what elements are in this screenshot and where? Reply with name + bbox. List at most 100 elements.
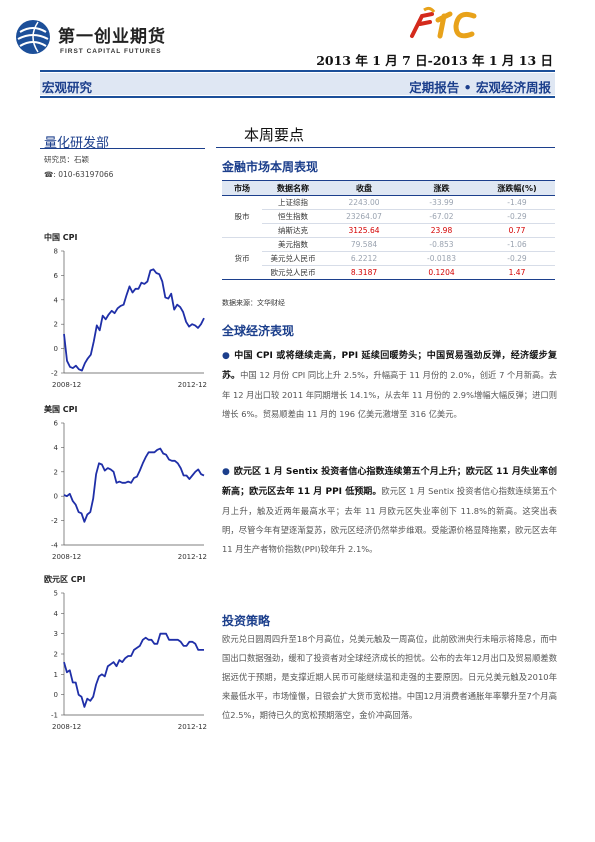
y-tick-label: 6 <box>54 272 59 280</box>
col-close: 收盘 <box>324 180 404 196</box>
eurozone-cpi-title: 欧元区 CPI <box>44 575 86 584</box>
x-tick-label: 2012-12 <box>178 381 207 389</box>
company-logo: 第一创业期货 FIRST CAPITAL FUTURES <box>14 18 184 62</box>
col-name: 数据名称 <box>262 180 324 196</box>
x-tick-label: 2008-12 <box>52 723 81 731</box>
index-name-cell: 上证综指 <box>262 195 324 210</box>
y-tick-label: 2 <box>54 651 58 659</box>
change-pct-cell: 0.77 <box>479 223 555 238</box>
change-cell: -0.0183 <box>404 251 479 266</box>
table-row: 纳斯达克 3125.64 23.98 0.77 <box>222 223 555 238</box>
section-label: 宏观研究 <box>42 80 93 95</box>
y-tick-label: -4 <box>51 542 59 550</box>
change-pct-cell: -1.49 <box>479 195 555 210</box>
change-cell: 0.1204 <box>404 265 479 280</box>
table-row: 股市 上证综指 2243.00 -33.99 -1.49 <box>222 195 555 238</box>
y-tick-label: 5 <box>54 590 58 598</box>
market-group-cell: 股市 <box>222 195 262 238</box>
sidebar-divider <box>40 148 205 149</box>
bullet-icon: ● <box>222 467 230 477</box>
change-cell: 23.98 <box>404 223 479 238</box>
y-tick-label: 4 <box>54 444 59 452</box>
eurozone-cpi-svg: 5 4 3 2 1 0 -1 2008-12 2012-12 <box>51 590 207 732</box>
china-cpi-title: 中国 CPI <box>44 233 78 242</box>
y-tick-label: 6 <box>54 420 59 428</box>
y-tick-label: -2 <box>51 517 58 525</box>
x-tick-label: 2008-12 <box>52 381 81 389</box>
department-name: 量化研发部 <box>44 136 110 151</box>
us-cpi-chart: 6 4 2 0 -2 -4 2008-12 2012-12 <box>44 417 209 567</box>
eurozone-cpi-chart: 5 4 3 2 1 0 -1 2008-12 2012-12 <box>44 587 209 737</box>
table-row: 美元兑人民币 6.2212 -0.0183 -0.29 <box>222 251 555 266</box>
change-cell: -0.853 <box>404 237 479 252</box>
report-type-label: 定期报告 • 宏观经济周报 <box>409 80 551 95</box>
y-tick-label: 4 <box>54 610 59 618</box>
index-name-cell: 恒生指数 <box>262 209 324 224</box>
table-row: 恒生指数 23264.07 -67.02 -0.29 <box>222 209 555 224</box>
y-tick-label: 4 <box>54 296 59 304</box>
y-tick-label: 8 <box>54 248 58 256</box>
logo-name-en: FIRST CAPITAL FUTURES <box>60 48 162 55</box>
eurozone-summary: ● 欧元区 1 月 Sentix 投资者信心指数连续第五个月上升；欧元区 11 月… <box>222 462 557 559</box>
contact-phone: ☎: 010-63197066 <box>44 170 114 179</box>
header-divider <box>40 70 555 72</box>
col-change: 涨跌 <box>404 180 479 196</box>
china-body: 中国 12 月份 CPI 同比上升 2.5%，升幅高于 11 月份的 2.0%，… <box>222 370 557 419</box>
close-cell: 79.584 <box>324 237 404 252</box>
china-summary: ● 中国 CPI 或将继续走高，PPI 延续回暖势头；中国贸易强劲反弹，经济缓步复… <box>222 346 557 424</box>
index-name-cell: 欧元兑人民币 <box>262 265 324 280</box>
close-cell: 2243.00 <box>324 195 404 210</box>
change-pct-cell: -0.29 <box>479 209 555 224</box>
strategy-text: 欧元兑日圆周四升至18个月高位，兑美元触及一周高位，此前欧洲央行未暗示将降息，而… <box>222 634 557 720</box>
page-title: 本周要点 <box>244 126 305 144</box>
band-divider <box>40 96 555 98</box>
title-divider <box>216 147 555 148</box>
eurozone-body: 欧元区 1 月 Sentix 投资者信心指数连续第五个月上升，触及近两年最高水平… <box>222 486 557 554</box>
y-tick-label: -2 <box>51 370 58 378</box>
section-band <box>40 73 555 95</box>
y-tick-label: 0 <box>54 493 58 501</box>
change-pct-cell: 1.47 <box>479 265 555 280</box>
global-section-title: 全球经济表现 <box>222 324 295 338</box>
us-cpi-title: 美国 CPI <box>44 405 78 414</box>
china-headline: 中国 CPI 或将继续走高，PPI 延续回暖势头；中国贸易强劲反弹，经济缓步复苏… <box>222 351 557 381</box>
x-tick-label: 2012-12 <box>178 723 207 731</box>
change-pct-cell: -1.06 <box>479 237 555 252</box>
table-row: 货币 美元指数 79.584 -0.853 -1.06 <box>222 237 555 280</box>
market-section-title: 金融市场本周表现 <box>222 160 319 174</box>
change-cell: -33.99 <box>404 195 479 210</box>
y-tick-label: 2 <box>54 468 58 476</box>
cpi-series-line <box>63 447 205 523</box>
y-tick-label: 0 <box>54 691 58 699</box>
china-cpi-svg: 8 6 4 2 0 -2 2008-12 2012-12 <box>51 248 207 390</box>
bullet-icon: ● <box>222 351 231 361</box>
data-source: 数据来源：文华财经 <box>222 299 285 307</box>
col-change-pct: 涨跌幅(%) <box>479 180 555 196</box>
fc-brand-mark-icon <box>410 6 477 39</box>
cpi-series-line <box>63 268 205 372</box>
strategy-section-title: 投资策略 <box>222 614 271 628</box>
change-pct-cell: -0.29 <box>479 251 555 266</box>
y-tick-label: 3 <box>54 630 58 638</box>
x-tick-label: 2008-12 <box>52 553 81 561</box>
us-cpi-svg: 6 4 2 0 -2 -4 2008-12 2012-12 <box>51 420 207 562</box>
index-name-cell: 纳斯达克 <box>262 223 324 238</box>
col-market: 市场 <box>222 180 262 196</box>
table-header-row: 市场 数据名称 收盘 涨跌 涨跌幅(%) <box>222 180 555 196</box>
table-row: 欧元兑人民币 8.3187 0.1204 1.47 <box>222 265 555 280</box>
change-cell: -67.02 <box>404 209 479 224</box>
close-cell: 6.2212 <box>324 251 404 266</box>
close-cell: 8.3187 <box>324 265 404 280</box>
globe-logo-icon <box>16 20 50 54</box>
china-cpi-chart: 8 6 4 2 0 -2 2008-12 2012-12 <box>44 245 209 395</box>
index-name-cell: 美元指数 <box>262 237 324 252</box>
close-cell: 3125.64 <box>324 223 404 238</box>
index-name-cell: 美元兑人民币 <box>262 251 324 266</box>
y-tick-label: -1 <box>51 712 58 720</box>
x-tick-label: 2012-12 <box>178 553 207 561</box>
y-tick-label: 1 <box>54 671 58 679</box>
cpi-series-line <box>63 632 204 708</box>
eurozone-headline: 欧元区 1 月 Sentix 投资者信心指数连续第五个月上升；欧元区 11 月失… <box>222 467 557 497</box>
close-cell: 23264.07 <box>324 209 404 224</box>
market-group-cell: 货币 <box>222 237 262 280</box>
